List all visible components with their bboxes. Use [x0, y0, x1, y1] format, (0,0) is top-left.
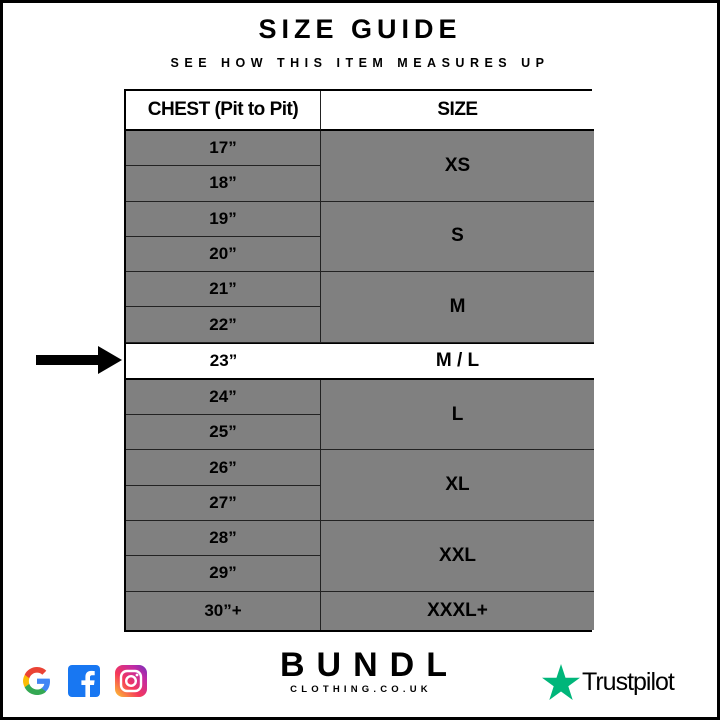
header-chest: CHEST (Pit to Pit) [126, 91, 321, 131]
chest-cell: 27” [126, 485, 321, 521]
size-cell-highlighted: M / L [321, 342, 594, 380]
social-icons [20, 664, 148, 698]
size-table: CHEST (Pit to Pit) SIZE 17” 18” 19” 20” … [124, 89, 594, 632]
instagram-icon [115, 665, 147, 697]
google-icon [23, 667, 50, 695]
size-cell: XXXL+ [321, 591, 594, 630]
brand-domain: CLOTHING.CO.UK [290, 684, 432, 695]
header-size: SIZE [321, 91, 594, 131]
brand-logo: BUNDL CLOTHING.CO.UK [280, 648, 447, 695]
chest-cell: 21” [126, 272, 321, 308]
chest-cell: 26” [126, 450, 321, 486]
chest-cell: 30”+ [126, 591, 321, 630]
size-cell: S [321, 201, 594, 273]
chest-cell: 18” [126, 166, 321, 202]
brand-name: BUNDL [280, 646, 459, 684]
facebook-icon [68, 665, 100, 697]
chest-cell: 28” [126, 520, 321, 557]
chest-cell: 24” [126, 379, 321, 416]
chest-cell: 25” [126, 415, 321, 451]
chest-cell-highlighted: 23” [126, 342, 321, 380]
chest-cell: 29” [126, 556, 321, 592]
chest-cell: 19” [126, 201, 321, 237]
chest-cell: 20” [126, 236, 321, 273]
size-cell: XXL [321, 520, 594, 592]
size-cell: M [321, 272, 594, 343]
chest-cell: 17” [126, 131, 321, 167]
page-title: SIZE GUIDE [258, 14, 462, 44]
size-cell: XS [321, 131, 594, 202]
arrow-right-icon [36, 346, 122, 374]
chest-cell: 22” [126, 307, 321, 343]
page-subtitle: SEE HOW THIS ITEM MEASURES UP [170, 56, 550, 70]
trustpilot-label: Trustpilot [582, 667, 675, 696]
size-cell: XL [321, 450, 594, 521]
trustpilot-logo: Trustpilot [542, 664, 675, 700]
trustpilot-star-icon [542, 664, 580, 700]
size-cell: L [321, 379, 594, 451]
